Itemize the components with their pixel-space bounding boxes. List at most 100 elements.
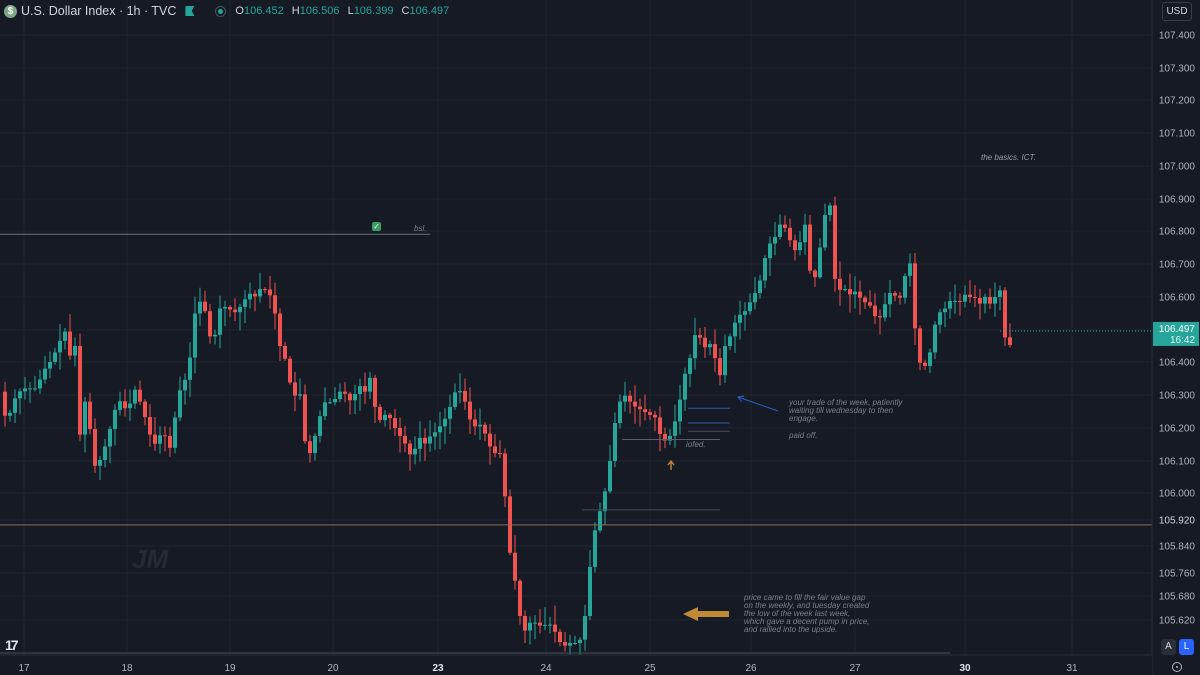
candle-body (688, 358, 692, 374)
candle-body (538, 622, 542, 626)
flag-icon[interactable] (185, 6, 195, 16)
candle-body (38, 379, 42, 389)
candle-body (888, 293, 892, 305)
high-value: 106.506 (299, 5, 340, 17)
price-tick-label: 106.800 (1159, 227, 1196, 238)
candle-body (613, 423, 617, 461)
high-label: H (291, 5, 300, 17)
candle-body (848, 289, 852, 295)
candle-body (898, 295, 902, 298)
annotation-paid-off: paid off. (789, 431, 818, 440)
horizontal-line-price-label: 105.920 (1159, 516, 1196, 527)
candle-body (258, 289, 262, 297)
candle-body (633, 401, 637, 407)
candle-body (328, 402, 332, 404)
candle-body (638, 406, 642, 410)
candle-body (968, 294, 972, 297)
plot-area (0, 0, 1152, 655)
currency-button[interactable]: USD (1162, 2, 1192, 21)
candle-body (263, 289, 267, 291)
candle-body (178, 390, 182, 418)
price-tick-label: 107.200 (1159, 96, 1196, 107)
candle-body (78, 346, 82, 435)
candle-body (838, 278, 842, 290)
blue-arrow-icon (737, 396, 779, 412)
checkbox-icon: ✓ (372, 222, 381, 231)
candle-body (88, 401, 92, 429)
price-tick-label: 106.200 (1159, 424, 1196, 435)
candle-body (388, 414, 392, 419)
candle-body (818, 247, 822, 278)
candle-body (358, 386, 362, 395)
candle-body (713, 344, 717, 359)
candle-body (983, 297, 987, 304)
time-tick-label: 18 (121, 663, 133, 674)
candle-body (803, 224, 807, 243)
candle-body (243, 299, 247, 307)
candle-body (353, 394, 357, 401)
tradingview-logo-icon[interactable]: 17 (5, 637, 19, 653)
candle-body (503, 453, 507, 497)
candle-body (213, 334, 217, 337)
symbol-title[interactable]: U.S. Dollar Index · 1h · TVC (21, 4, 177, 18)
candle-body (378, 406, 382, 421)
candle-body (338, 391, 342, 399)
time-tick-label: 19 (224, 663, 236, 674)
time-tick-label: 26 (745, 663, 757, 674)
candle-body (463, 391, 467, 402)
price-tick-label: 106.700 (1159, 260, 1196, 271)
candle-body (153, 434, 157, 444)
candle-body (33, 388, 37, 390)
candle-body (438, 426, 442, 433)
candle-body (58, 340, 62, 353)
annotation-basics: the basics. ICT. (981, 153, 1036, 162)
candle-body (593, 530, 597, 567)
candle-body (133, 389, 137, 404)
candle-body (298, 394, 302, 396)
last-price-tag (1153, 321, 1199, 346)
candle-body (703, 337, 707, 348)
candle-body (458, 391, 462, 393)
candle-body (98, 460, 102, 466)
close-label: C (401, 5, 410, 17)
candle-body (203, 301, 207, 312)
candle-body (908, 263, 912, 276)
price-tick-label: 107.300 (1159, 64, 1196, 75)
log-scale-button[interactable]: L (1179, 639, 1194, 655)
candle-body (483, 424, 487, 434)
candle-body (128, 403, 132, 409)
candle-body (723, 346, 727, 376)
candle-body (1008, 337, 1012, 346)
candle-body (648, 412, 652, 415)
gear-icon[interactable] (1172, 662, 1182, 672)
auto-scale-button[interactable]: A (1161, 639, 1176, 655)
time-tick-label: 17 (18, 663, 30, 674)
candle-body (228, 306, 232, 310)
price-tick-label: 106.100 (1159, 457, 1196, 468)
candle-body (883, 304, 887, 318)
candle-body (813, 270, 817, 278)
candle-body (423, 437, 427, 444)
candle-body (3, 391, 7, 416)
candle-body (398, 428, 402, 436)
close-value: 106.497 (409, 5, 450, 17)
candles-group (3, 196, 1012, 657)
candle-body (763, 258, 767, 281)
candle-body (83, 401, 87, 435)
candle-body (318, 416, 322, 436)
blue-arrow-head-icon (737, 395, 745, 403)
candle-body (693, 335, 697, 359)
candle-body (718, 358, 722, 376)
candle-body (418, 437, 422, 449)
candle-body (188, 357, 192, 380)
candle-body (43, 368, 47, 380)
time-tick-label: 20 (327, 663, 339, 674)
candle-body (568, 643, 572, 646)
candle-body (748, 302, 752, 312)
open-value: 106.452 (243, 5, 284, 17)
candle-body (958, 300, 962, 302)
time-scale (0, 655, 1152, 675)
candle-body (443, 418, 447, 427)
countdown-label: 16:42 (1170, 335, 1195, 346)
